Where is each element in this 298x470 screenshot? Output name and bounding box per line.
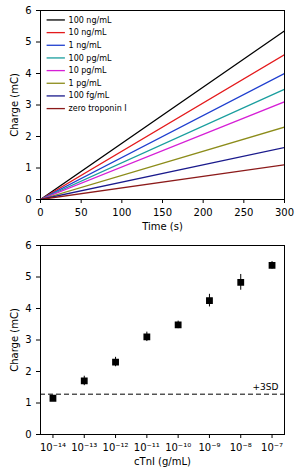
- svg-text:1 ng/mL: 1 ng/mL: [69, 41, 102, 50]
- svg-text:1 pg/mL: 1 pg/mL: [69, 79, 102, 88]
- svg-text:10⁻¹³: 10⁻¹³: [71, 442, 97, 453]
- svg-text:3: 3: [25, 334, 31, 345]
- svg-text:3: 3: [25, 99, 31, 110]
- svg-text:10 pg/mL: 10 pg/mL: [69, 66, 107, 75]
- svg-text:100 pg/mL: 100 pg/mL: [69, 53, 112, 62]
- svg-text:Charge (mC): Charge (mC): [9, 308, 20, 372]
- svg-text:4: 4: [25, 68, 31, 79]
- svg-text:10⁻¹⁴: 10⁻¹⁴: [40, 442, 66, 453]
- svg-text:100 ng/mL: 100 ng/mL: [69, 16, 112, 25]
- svg-text:10 ng/mL: 10 ng/mL: [69, 28, 107, 37]
- svg-text:4: 4: [25, 303, 31, 314]
- svg-text:0: 0: [37, 207, 43, 218]
- svg-text:200: 200: [194, 207, 213, 218]
- svg-text:zero troponin I: zero troponin I: [69, 104, 127, 113]
- svg-text:250: 250: [234, 207, 253, 218]
- svg-text:10⁻⁷: 10⁻⁷: [261, 442, 283, 453]
- svg-text:10⁻¹⁰: 10⁻¹⁰: [165, 442, 191, 453]
- svg-text:150: 150: [153, 207, 172, 218]
- svg-text:cTnI (g/mL): cTnI (g/mL): [134, 456, 191, 467]
- svg-text:0: 0: [25, 194, 31, 205]
- svg-text:0: 0: [25, 429, 31, 440]
- svg-text:50: 50: [75, 207, 88, 218]
- svg-text:Time (s): Time (s): [141, 221, 183, 232]
- svg-text:100 fg/mL: 100 fg/mL: [69, 91, 110, 100]
- svg-text:+3SD: +3SD: [253, 382, 279, 392]
- svg-text:10⁻¹²: 10⁻¹²: [103, 442, 129, 453]
- svg-text:5: 5: [25, 271, 31, 282]
- svg-text:Charge (mC): Charge (mC): [9, 73, 20, 137]
- svg-text:6: 6: [25, 5, 31, 16]
- svg-text:6: 6: [25, 240, 31, 251]
- svg-text:2: 2: [25, 366, 31, 377]
- svg-text:1: 1: [25, 397, 31, 408]
- svg-text:5: 5: [25, 36, 31, 47]
- svg-text:1: 1: [25, 162, 31, 173]
- svg-text:10⁻⁸: 10⁻⁸: [230, 442, 252, 453]
- svg-text:10⁻⁹: 10⁻⁹: [198, 442, 220, 453]
- svg-text:100: 100: [112, 207, 131, 218]
- svg-text:10⁻¹¹: 10⁻¹¹: [134, 442, 160, 453]
- svg-text:300: 300: [275, 207, 294, 218]
- svg-text:2: 2: [25, 131, 31, 142]
